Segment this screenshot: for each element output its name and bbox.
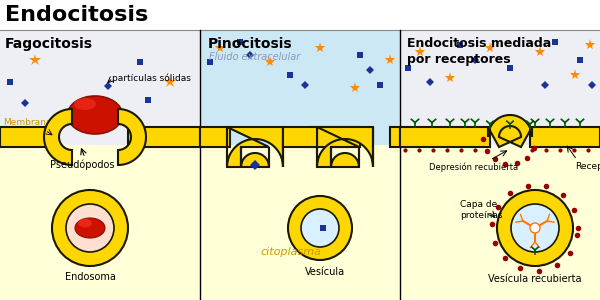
Text: Pinocitosis: Pinocitosis — [208, 37, 293, 51]
FancyBboxPatch shape — [400, 30, 600, 145]
FancyBboxPatch shape — [200, 30, 400, 145]
Circle shape — [66, 204, 114, 252]
Text: Vesícula: Vesícula — [305, 267, 345, 277]
Text: partículas sólidas: partículas sólidas — [112, 73, 191, 83]
Circle shape — [511, 204, 559, 252]
Ellipse shape — [74, 98, 96, 110]
Text: Receptor: Receptor — [575, 162, 600, 171]
Polygon shape — [44, 109, 72, 165]
Text: Endosoma: Endosoma — [65, 272, 115, 282]
FancyBboxPatch shape — [0, 0, 600, 30]
Text: citoplasma: citoplasma — [260, 247, 321, 257]
FancyBboxPatch shape — [0, 145, 600, 300]
FancyBboxPatch shape — [128, 127, 200, 147]
FancyBboxPatch shape — [200, 127, 230, 147]
Polygon shape — [317, 127, 373, 167]
Text: Membrana
plasmática: Membrana plasmática — [3, 118, 53, 138]
Text: Endocitosis: Endocitosis — [5, 5, 148, 25]
FancyBboxPatch shape — [0, 127, 55, 147]
Polygon shape — [488, 115, 532, 147]
FancyBboxPatch shape — [390, 127, 400, 147]
Text: Capa de
proteínas: Capa de proteínas — [460, 200, 503, 220]
Text: Fluido extracelular: Fluido extracelular — [209, 52, 301, 62]
Circle shape — [497, 190, 573, 266]
FancyBboxPatch shape — [310, 127, 360, 147]
Circle shape — [530, 223, 540, 233]
Ellipse shape — [78, 218, 92, 227]
Text: Fagocitosis: Fagocitosis — [5, 37, 93, 51]
Polygon shape — [227, 127, 283, 167]
Text: Depresión recubierta: Depresión recubierta — [430, 162, 518, 172]
Ellipse shape — [75, 218, 105, 238]
Circle shape — [288, 196, 352, 260]
FancyBboxPatch shape — [0, 30, 200, 145]
Polygon shape — [118, 109, 146, 165]
FancyBboxPatch shape — [400, 127, 490, 147]
Circle shape — [52, 190, 128, 266]
Text: Pseudópodos: Pseudópodos — [50, 160, 115, 170]
Text: Vesícula recubierta: Vesícula recubierta — [488, 274, 582, 284]
FancyBboxPatch shape — [530, 127, 600, 147]
Circle shape — [301, 209, 339, 247]
Text: Endocitosis mediada
por receptores: Endocitosis mediada por receptores — [407, 37, 551, 66]
Ellipse shape — [67, 96, 122, 134]
FancyBboxPatch shape — [283, 127, 317, 147]
